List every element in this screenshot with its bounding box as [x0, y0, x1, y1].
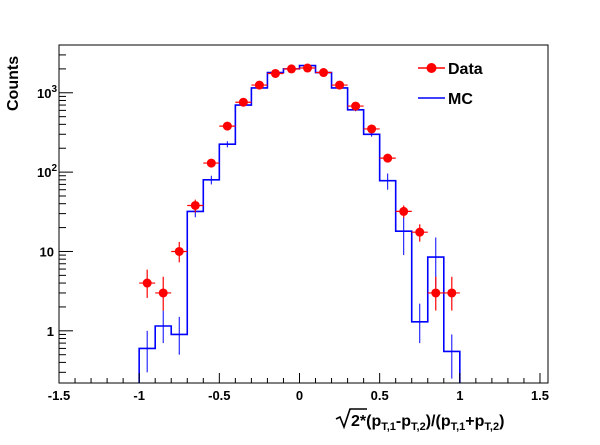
data-point [335, 80, 345, 90]
x-title-rp: ) [499, 413, 504, 430]
data-point [206, 158, 216, 168]
x-title-sub1: T,1 [381, 421, 396, 433]
x-title-sub3: T,1 [451, 421, 466, 433]
x-title-sub2: T,2 [411, 421, 426, 433]
data-point [190, 200, 200, 210]
data-point [383, 153, 393, 163]
data-points [139, 63, 460, 311]
data-point [286, 64, 296, 74]
data-point [303, 63, 313, 73]
data-point [319, 68, 329, 78]
x-tick-label: -0.5 [208, 388, 230, 403]
data-point [351, 101, 361, 111]
data-point [174, 246, 184, 256]
y-tick-label: 10 [40, 244, 54, 259]
x-title-sub4: T,2 [484, 421, 499, 433]
data-point [367, 124, 377, 134]
x-tick-label: -1 [133, 388, 145, 403]
data-point [431, 288, 441, 298]
legend-data-label: Data [448, 61, 483, 78]
axes: -1.5 -1 -0.5 0 0.5 1 1.5 1 10 102 103 [37, 44, 549, 403]
data-point [254, 80, 264, 90]
y-tick-label: 103 [37, 84, 57, 101]
data-point [158, 288, 168, 298]
x-tick-label: 0.5 [371, 388, 389, 403]
y-tick-label: 102 [37, 163, 57, 180]
x-tick-label: 1.5 [531, 388, 549, 403]
x-tick-label: -1.5 [48, 388, 70, 403]
x-title-minus: -p [396, 413, 411, 430]
data-point [399, 206, 409, 216]
data-point [238, 97, 248, 107]
x-tick-label: 1 [456, 388, 463, 403]
data-point [222, 121, 232, 131]
mc-step-line [138, 64, 461, 383]
svg-text:2*(pT,1-pT,2)/(pT,1+pT,2): 2*(pT,1-pT,2)/(pT,1+pT,2) [351, 413, 504, 433]
x-title-mid: )/(p [426, 413, 451, 430]
data-point [415, 227, 425, 237]
x-axis-title: 2*(pT,1-pT,2)/(pT,1+pT,2) [335, 408, 504, 433]
legend: Data MC [418, 61, 483, 108]
plot-frame [58, 44, 549, 384]
data-point [270, 68, 280, 78]
mc-histogram [138, 64, 461, 383]
x-title-lp1: (p [366, 413, 381, 430]
legend-mc-label: MC [448, 91, 473, 108]
x-tick-label: 0 [296, 388, 303, 403]
data-point [447, 288, 457, 298]
sqrt-radical [335, 408, 367, 430]
data-point [142, 278, 152, 288]
y-tick-label: 1 [47, 324, 54, 339]
y-axis-title: Counts [5, 56, 22, 111]
x-title-plus: +p [465, 413, 484, 430]
legend-data-marker [426, 63, 437, 73]
x-title-two: 2* [351, 413, 367, 430]
